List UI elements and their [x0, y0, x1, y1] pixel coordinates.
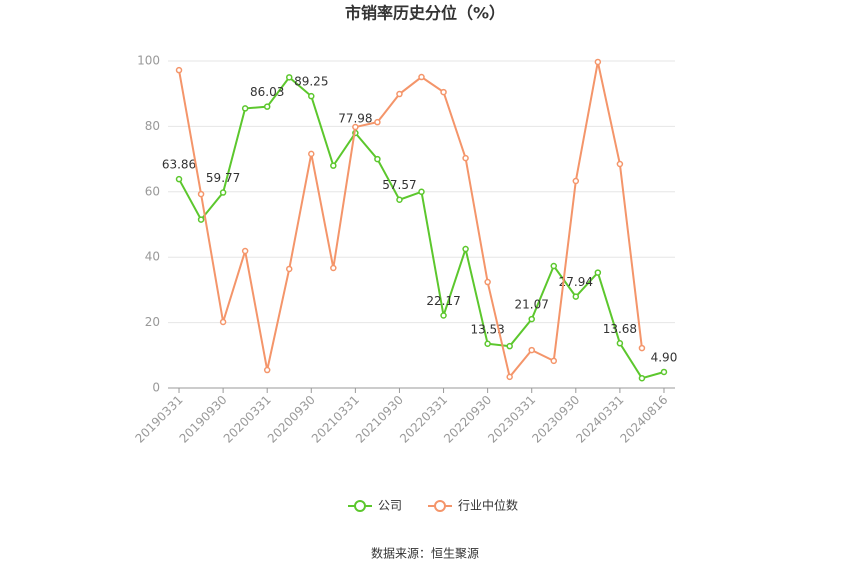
point: [550, 262, 558, 270]
point: [638, 374, 646, 382]
point: [484, 340, 491, 348]
point: [550, 357, 558, 365]
point: [175, 175, 183, 183]
point: [418, 188, 425, 196]
point: [330, 162, 337, 169]
data-label: 13.53: [470, 322, 504, 336]
data-label: 59.77: [206, 171, 240, 185]
point: [418, 73, 425, 81]
y-tick-label: 80: [145, 119, 160, 133]
point: [440, 88, 447, 96]
point: [263, 103, 271, 110]
data-label: 63.86: [162, 158, 196, 172]
point: [374, 118, 381, 126]
y-tick-label: 40: [145, 250, 160, 264]
data-label: 77.98: [338, 112, 372, 126]
legend-label: 行业中位数: [458, 498, 518, 513]
point: [572, 177, 580, 185]
point: [616, 160, 624, 168]
point: [440, 312, 447, 319]
point: [572, 293, 580, 300]
point: [308, 150, 315, 158]
point: [484, 278, 491, 286]
point: [263, 366, 271, 374]
point: [241, 105, 249, 112]
point: [594, 58, 602, 66]
y-tick-label: 100: [137, 54, 160, 68]
point: [219, 189, 227, 196]
point: [616, 340, 624, 347]
y-tick-label: 20: [145, 315, 160, 329]
data-label: 22.17: [426, 294, 460, 308]
data-label: 86.03: [250, 85, 284, 99]
legend-marker: [354, 500, 366, 512]
point: [285, 265, 293, 273]
series-line: [178, 61, 643, 380]
point: [175, 66, 183, 74]
y-tick-label: 0: [152, 381, 160, 395]
legend-marker: [434, 500, 446, 512]
point: [660, 368, 668, 376]
point: [594, 269, 602, 276]
point: [285, 74, 293, 81]
data-label: 13.68: [603, 322, 637, 336]
data-label: 89.25: [294, 75, 328, 89]
point: [528, 315, 535, 323]
point: [396, 196, 403, 203]
source: 数据来源：恒生聚源: [371, 546, 479, 561]
data-label: 21.07: [515, 298, 549, 312]
point: [197, 216, 205, 223]
point: [241, 247, 249, 255]
point: [462, 154, 469, 162]
point: [462, 245, 469, 253]
point: [197, 190, 205, 198]
series-line: [178, 75, 665, 380]
data-label: 57.57: [382, 178, 416, 192]
chart-title: 市销率历史分位（%）: [345, 4, 505, 23]
point: [308, 92, 315, 100]
data-label: 4.90: [651, 350, 678, 364]
point: [374, 155, 381, 163]
point: [528, 346, 535, 354]
point: [396, 90, 403, 98]
point: [506, 373, 513, 381]
x-tick-label: 20240816: [617, 393, 670, 446]
point: [352, 123, 359, 131]
point: [330, 264, 337, 272]
point: [638, 344, 646, 352]
y-tick-label: 60: [145, 184, 160, 198]
point: [219, 318, 227, 326]
point: [506, 342, 513, 350]
data-label: 27.94: [559, 275, 593, 289]
legend-label: 公司: [378, 499, 402, 513]
